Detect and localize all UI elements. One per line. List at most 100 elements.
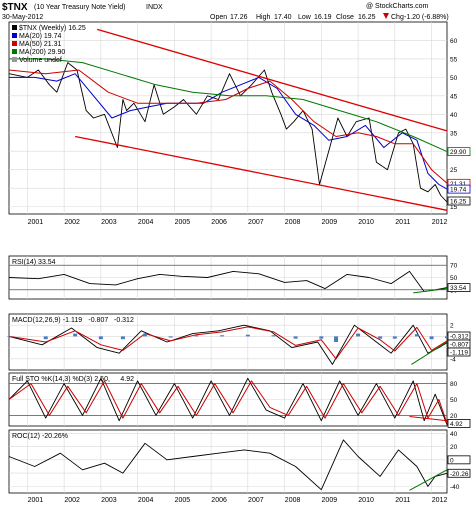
rsi-last-value-badge: 33.54 (447, 283, 471, 292)
roc-legend-entry: ROC(12) -20.26% (12, 433, 68, 440)
symbol-title: $TNX (2, 2, 28, 13)
x-tick-label: 2003 (101, 219, 117, 226)
legend-swatch (12, 25, 17, 30)
stochastic-last-value-text: 4.92 (450, 421, 463, 428)
roc-panel: -40-2002040ROC(12) -20.26%0-20.26 (8, 429, 471, 494)
channel-upper-trendline (97, 28, 448, 132)
x-tick-label: 2011 (395, 219, 410, 226)
macd-plot-frame (8, 313, 448, 371)
stochastic-legend-entry: 4.92 (120, 376, 134, 383)
legend-entry: MA(50) 21.31 (19, 41, 62, 48)
open-value: 17.26 (230, 14, 248, 21)
macd-histogram-bar (414, 334, 419, 337)
symbol-description: (10 Year Treasury Note Yield) (34, 4, 125, 11)
macd-histogram-bar (271, 335, 276, 337)
roc-rising-trendline (409, 469, 448, 491)
rsi-y-tick-label: 50 (450, 275, 458, 282)
x-tick-label: 2001 (28, 497, 44, 504)
x-tick-label: 2002 (64, 497, 80, 504)
x-tick-label: 2005 (175, 497, 191, 504)
rsi-series-rsi-14- (8, 270, 448, 293)
chg-value: -1.20 (-6.88%) (404, 14, 449, 21)
macd-rising-trendline (411, 341, 448, 365)
legend-swatch (12, 49, 17, 54)
macd-last-value-badge: -0.807 (447, 339, 471, 349)
x-axis: 2001 2002 2003 2004 2005 2006 2007 2008 2009 2010… (28, 219, 448, 504)
price-y-tick-label: 45 (450, 93, 458, 100)
x-tick-label: 2010 (358, 497, 374, 504)
credit-text: @ StockCharts.com (366, 3, 429, 10)
legend-entry: MA(200) 29.90 (19, 49, 65, 56)
macd-histogram-bar (319, 336, 324, 339)
x-tick-label: 2010 (358, 219, 374, 226)
macd-panel: -4-202MACD(12,26,9)-1.119-0.807-0.312-0.… (7, 313, 471, 371)
x-tick-label: 2007 (248, 497, 264, 504)
chg-label: Chg (391, 14, 404, 21)
high-value: 17.40 (274, 14, 292, 21)
price-y-tick-label: 60 (450, 38, 458, 45)
macd-histogram-bar (392, 336, 397, 339)
macd-last-value-text: -1.119 (450, 350, 468, 357)
price-y-tick-label: 40 (450, 112, 458, 119)
macd-last-value-text: -0.807 (450, 342, 469, 349)
x-tick-label: 2001 (28, 219, 44, 226)
roc-plot-frame (8, 429, 448, 494)
macd-histogram-bar (7, 336, 11, 337)
macd-legend-entry: -0.312 (114, 317, 134, 324)
price-last-value-text: 29.90 (450, 149, 467, 156)
x-tick-label: 2008 (285, 219, 301, 226)
down-arrow-icon (383, 13, 389, 19)
roc-series-roc-12- (8, 439, 448, 491)
roc-last-value-text: -20.26 (450, 471, 469, 478)
close-value: 16.25 (358, 14, 376, 21)
price-last-value-badge: 16.25 (447, 196, 471, 206)
macd-series-signal (8, 326, 448, 360)
stochastic-y-tick-label: 20 (450, 413, 458, 420)
stochastic-y-tick-label: 80 (450, 381, 458, 388)
legend-entry: $TNX (Weekly) 16.25 (19, 25, 86, 32)
macd-y-tick-label: -4 (450, 356, 456, 363)
high-label: High (256, 14, 271, 21)
x-tick-label: 2009 (322, 219, 338, 226)
macd-histogram-bar (194, 335, 199, 337)
price-last-value-badge: 19.74 (447, 184, 471, 194)
stochastic-y-tick-label: 50 (450, 397, 458, 404)
x-tick-label: 2011 (395, 497, 410, 504)
x-tick-label: 2008 (285, 497, 301, 504)
x-tick-label: 2007 (248, 219, 264, 226)
price-plot-frame (8, 21, 448, 215)
x-tick-label: 2006 (211, 497, 227, 504)
stochastic-series--k (8, 377, 448, 425)
macd-histogram-bar (220, 335, 225, 337)
x-tick-label: 2006 (211, 219, 227, 226)
macd-histogram-bar (120, 336, 125, 340)
channel-lower-trendline (75, 135, 448, 211)
x-tick-label: 2009 (322, 497, 338, 504)
macd-last-value-badge: -0.312 (447, 331, 471, 341)
exchange-label: INDX (146, 4, 163, 11)
macd-histogram-bar (43, 336, 48, 340)
sto-falling-trendline (409, 415, 448, 422)
rsi-y-tick-label: 70 (450, 263, 458, 270)
legend-swatch (12, 57, 17, 62)
roc-y-tick-label: 40 (450, 431, 458, 438)
price-y-tick-label: 25 (450, 167, 458, 174)
macd-histogram-bar (245, 334, 250, 337)
price-last-value-text: 19.74 (450, 187, 467, 194)
roc-last-value-text: 0 (450, 457, 454, 464)
roc-last-value-badge: -20.26 (447, 468, 471, 478)
x-tick-label: 2004 (138, 497, 154, 504)
macd-legend-entry: -1.119 (63, 317, 82, 324)
x-tick-label: 2005 (175, 219, 191, 226)
price-y-tick-label: 55 (450, 56, 458, 63)
legend-swatch (12, 33, 17, 38)
macd-histogram-bar (378, 336, 383, 339)
low-label: Low (298, 14, 312, 21)
macd-histogram-bar (168, 336, 173, 338)
close-label: Close (336, 14, 354, 21)
macd-histogram-bar (356, 333, 361, 337)
macd-last-value-text: -0.312 (450, 334, 469, 341)
price-last-value-text: 16.25 (450, 199, 467, 206)
